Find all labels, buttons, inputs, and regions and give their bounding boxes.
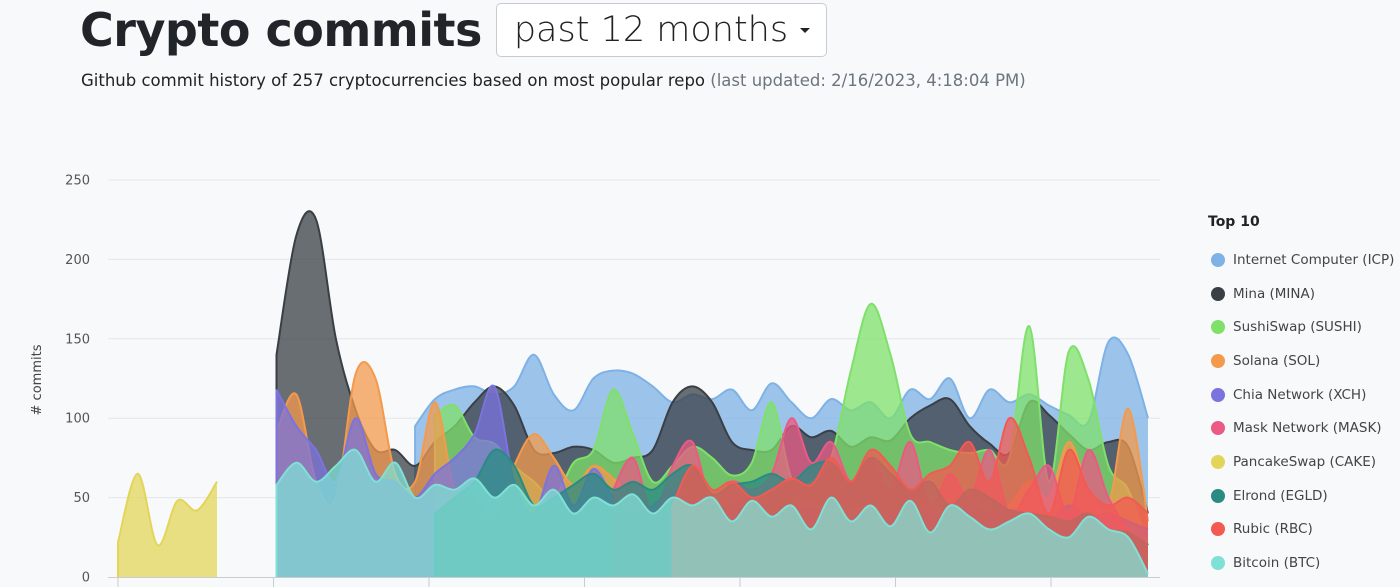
legend-swatch [1211, 353, 1225, 368]
subtitle-text: Github commit history of 257 cryptocurre… [81, 71, 706, 90]
legend-swatch [1211, 421, 1225, 436]
page-title: Crypto commits [80, 3, 482, 57]
chart-series [117, 210, 1149, 577]
y-tick-label: 100 [65, 412, 90, 427]
time-range-label: past 12 months [513, 10, 789, 50]
page-header: Crypto commits past 12 months [80, 2, 828, 58]
page-subtitle: Github commit history of 257 cryptocurre… [81, 71, 1026, 90]
y-tick-label: 250 [65, 174, 90, 189]
legend-item-solana-sol[interactable]: Solana (SOL) [1208, 344, 1394, 378]
legend-swatch [1211, 252, 1225, 267]
legend-swatch [1211, 286, 1225, 301]
legend-item-mask-network-mask[interactable]: Mask Network (MASK) [1208, 411, 1394, 445]
legend-label: Internet Computer (ICP) [1233, 251, 1395, 268]
legend-item-bitcoin-btc[interactable]: Bitcoin (BTC) [1208, 546, 1394, 580]
line-pancakeswap-cake [117, 472, 218, 577]
legend-item-mina-mina[interactable]: Mina (MINA) [1208, 277, 1394, 311]
legend-swatch [1211, 454, 1225, 469]
legend-item-rubic-rbc[interactable]: Rubic (RBC) [1208, 513, 1394, 547]
legend-title: Top 10 [1208, 214, 1260, 230]
legend-items: Internet Computer (ICP) Mina (MINA) SushiS… [1208, 243, 1394, 580]
chart-legend: Top 10 Internet Computer (ICP) Mina (MINA… [1208, 214, 1394, 580]
time-range-dropdown[interactable]: past 12 months [495, 3, 828, 57]
y-tick-label: 200 [65, 253, 90, 268]
legend-item-chia-network-xch[interactable]: Chia Network (XCH) [1208, 378, 1394, 412]
legend-label: Mask Network (MASK) [1233, 420, 1382, 437]
chevron-down-icon [800, 27, 811, 33]
area-pancakeswap-cake [118, 473, 217, 577]
y-tick-label: 150 [65, 332, 90, 347]
legend-swatch [1211, 556, 1225, 571]
legend-label: Chia Network (XCH) [1233, 386, 1367, 403]
legend-swatch [1211, 522, 1225, 537]
legend-label: Mina (MINA) [1233, 285, 1316, 302]
legend-label: SushiSwap (SUSHI) [1233, 319, 1362, 336]
area-bitcoin-btc [276, 449, 1148, 577]
legend-label: Rubic (RBC) [1233, 521, 1313, 538]
line-rubic-rbc [671, 417, 1149, 577]
legend-item-internet-computer-icp[interactable]: Internet Computer (ICP) [1208, 243, 1394, 277]
legend-swatch [1211, 488, 1225, 503]
last-updated-text: (last updated: 2/16/2023, 4:18:04 PM) [710, 71, 1026, 90]
legend-swatch [1211, 387, 1225, 402]
y-axis-label: # commits [30, 344, 45, 415]
legend-item-elrond-egld[interactable]: Elrond (EGLD) [1208, 479, 1394, 513]
legend-label: Elrond (EGLD) [1233, 487, 1328, 504]
legend-item-sushiswap-sushi[interactable]: SushiSwap (SUSHI) [1208, 310, 1394, 344]
chart-axes: 0 50 100 150 200 250 # commits [30, 174, 1160, 587]
y-tick-label: 0 [82, 571, 90, 586]
line-bitcoin-btc [275, 448, 1149, 577]
legend-swatch [1211, 320, 1225, 335]
legend-label: Bitcoin (BTC) [1233, 555, 1321, 572]
legend-item-pancakeswap-cake[interactable]: PancakeSwap (CAKE) [1208, 445, 1394, 479]
y-tick-label: 50 [73, 491, 90, 506]
legend-label: Solana (SOL) [1233, 352, 1321, 369]
legend-label: PancakeSwap (CAKE) [1233, 453, 1377, 470]
